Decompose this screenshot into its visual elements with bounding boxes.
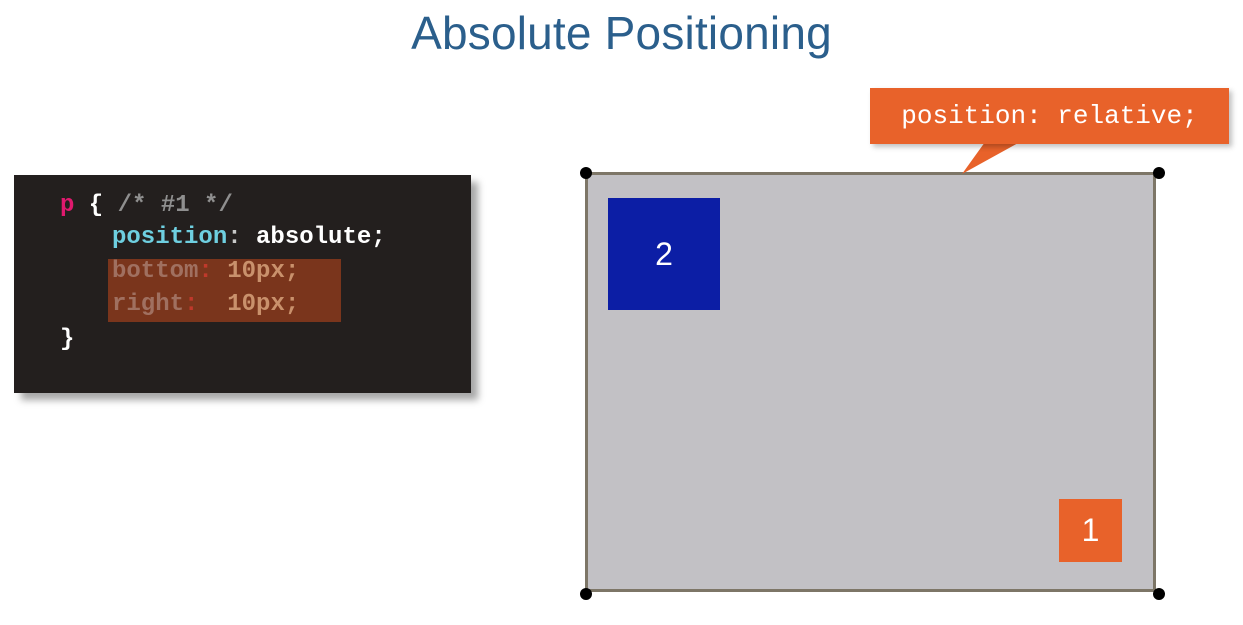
code-value-right: 10px; — [227, 291, 300, 318]
code-colon: : — [198, 258, 228, 285]
code-colon: : — [227, 224, 257, 251]
code-comment: /* #1 */ — [117, 192, 233, 219]
code-highlight — [108, 259, 341, 322]
code-value-absolute: absolute; — [256, 224, 386, 251]
code-line-close: } — [60, 324, 74, 356]
code-close-brace: } — [60, 326, 75, 353]
corner-dot-bottom-right — [1153, 588, 1165, 600]
code-line-position: position: absolute; — [112, 222, 386, 254]
code-property-right: right — [112, 291, 185, 318]
code-property-position: position — [112, 224, 228, 251]
corner-dot-top-left — [580, 167, 592, 179]
code-open-brace: { — [74, 192, 118, 219]
code-colon: : — [184, 291, 228, 318]
code-line-right: right: 10px; — [112, 289, 299, 321]
corner-dot-top-right — [1153, 167, 1165, 179]
code-line-selector: p { /* #1 */ — [60, 190, 233, 222]
callout-label: position: relative; — [870, 88, 1229, 144]
slide-title: Absolute Positioning — [411, 7, 832, 59]
element-box-1: 1 — [1059, 499, 1122, 562]
code-value-bottom: 10px; — [227, 258, 300, 285]
code-property-bottom: bottom — [112, 258, 199, 285]
element-box-2: 2 — [608, 198, 720, 310]
corner-dot-bottom-left — [580, 588, 592, 600]
code-line-bottom: bottom: 10px; — [112, 256, 299, 288]
code-selector: p — [60, 192, 75, 219]
